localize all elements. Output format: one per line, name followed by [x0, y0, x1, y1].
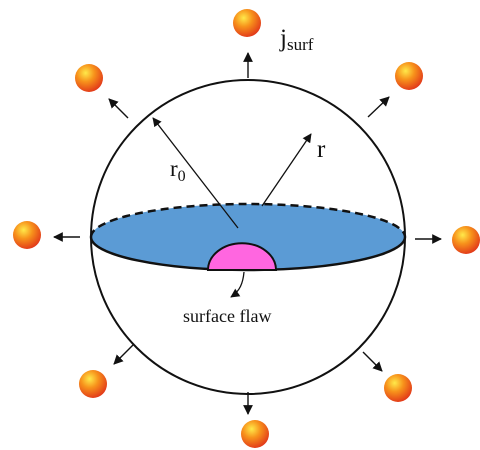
- radius-r0-subscript: 0: [178, 168, 186, 185]
- flux-label-main: j: [279, 25, 287, 52]
- equatorial-disk: [91, 204, 405, 270]
- radius-r-arrow: [261, 133, 312, 207]
- particle-bottom-left: [79, 370, 107, 398]
- flux-arrow-bottom-right: [362, 351, 383, 372]
- flux-arrow-bottom-left: [113, 344, 134, 365]
- radius-r0-arrow: [152, 117, 239, 229]
- flux-arrow-top-left: [108, 98, 129, 119]
- flaw-pointer-arrow: [230, 271, 245, 298]
- particle-top-left: [75, 64, 103, 92]
- flux-label: jsurf: [279, 25, 314, 54]
- surface-flaw-label: surface flaw: [183, 306, 271, 326]
- particle-top: [233, 9, 261, 37]
- particle-top-right: [395, 62, 423, 90]
- flux-label-subscript: surf: [287, 35, 314, 54]
- radius-r0-main: r: [170, 156, 178, 181]
- radius-r0-label: r0: [170, 156, 186, 185]
- particle-bottom: [241, 420, 269, 448]
- particle-bottom-right: [384, 374, 412, 402]
- flux-arrow-top-right: [367, 96, 390, 118]
- equator-back-edge: [89, 202, 407, 238]
- radius-r-label: r: [317, 136, 326, 163]
- particle-right: [452, 226, 480, 254]
- surface-flaw: [206, 242, 278, 271]
- particle-left: [13, 221, 41, 249]
